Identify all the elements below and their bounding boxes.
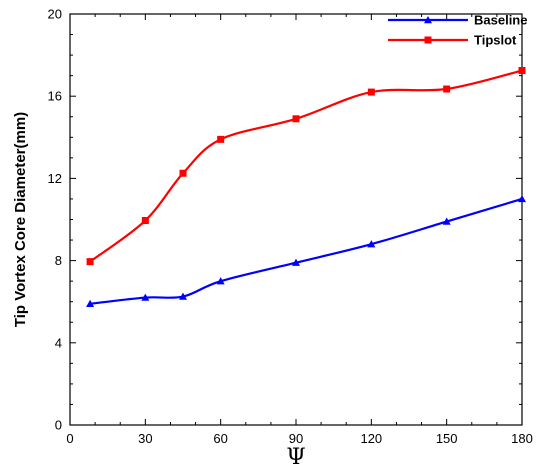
x-tick-label: 120: [360, 431, 382, 446]
data-point-tipslot: [217, 135, 225, 143]
data-point-baseline: [442, 217, 451, 225]
data-point-tipslot: [518, 67, 526, 75]
data-point-baseline: [141, 293, 150, 301]
x-tick-label: 150: [436, 431, 458, 446]
y-tick-label: 0: [55, 418, 62, 433]
data-point-baseline: [86, 299, 95, 307]
data-point-tipslot: [443, 85, 451, 93]
y-tick-label: 8: [55, 253, 62, 268]
x-axis-title: Ψ: [286, 445, 305, 470]
x-tick-label: 180: [511, 431, 533, 446]
x-tick-label: 0: [66, 431, 73, 446]
x-tick-label: 90: [289, 431, 303, 446]
axes: 0 30 60 90 120 150 180 0 4 8 12 16 20: [48, 7, 533, 447]
data-point-tipslot: [141, 217, 149, 225]
series-layer: [86, 67, 526, 307]
x-tick-label: 60: [213, 431, 227, 446]
data-point-tipslot: [367, 88, 375, 96]
data-point-baseline: [216, 277, 225, 285]
y-tick-label: 16: [48, 89, 62, 104]
y-axis-title: Tip Vortex Core Diameter(mm): [12, 112, 29, 327]
data-point-baseline: [179, 292, 187, 300]
legend-marker-tipslot: [424, 36, 432, 44]
series-line-tipslot: [89, 69, 523, 263]
x-tick-label: 30: [138, 431, 152, 446]
legend-marker-baseline: [424, 16, 432, 24]
series-line-baseline: [89, 197, 523, 305]
legend-label-tipslot: Tipslot: [474, 33, 517, 48]
series-baseline: [86, 194, 526, 307]
legend: Baseline Tipslot: [388, 13, 527, 48]
legend-label-baseline: Baseline: [474, 13, 527, 28]
y-tick-label: 4: [55, 335, 62, 350]
data-point-baseline: [518, 194, 526, 203]
series-tipslot: [86, 67, 526, 266]
data-point-baseline: [292, 258, 300, 266]
y-tick-label: 12: [48, 171, 62, 186]
data-point-tipslot: [292, 115, 300, 123]
data-point-tipslot: [179, 169, 187, 177]
data-point-tipslot: [86, 258, 94, 266]
data-point-baseline: [367, 240, 376, 248]
y-tick-label: 20: [48, 7, 62, 22]
